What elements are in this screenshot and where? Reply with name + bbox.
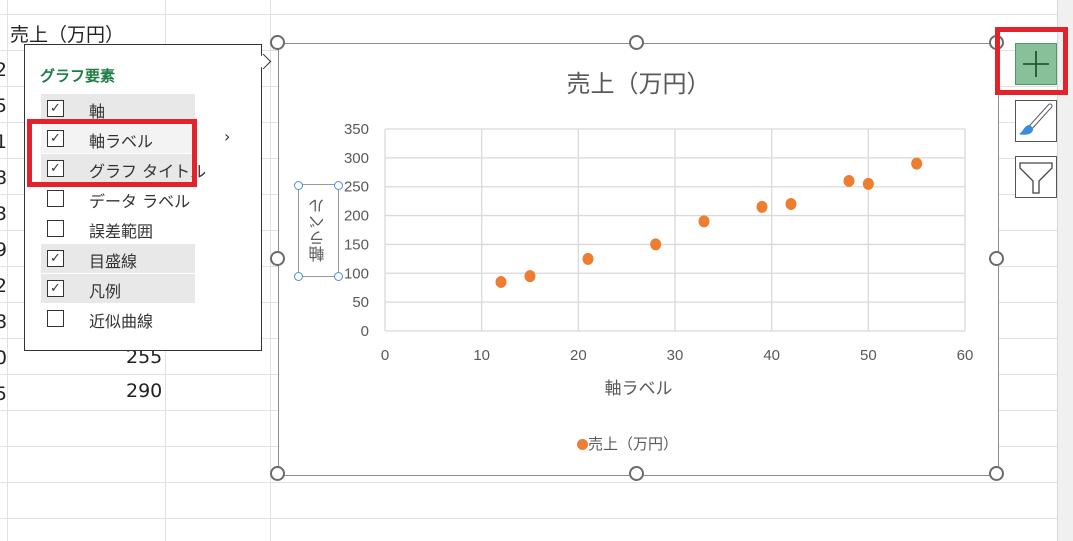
x-tick-label: 30 [667,347,684,364]
y-tick-label: 350 [344,121,369,138]
cell-value[interactable]: 255 [126,346,163,368]
resize-handle[interactable] [629,35,644,50]
resize-handle[interactable] [989,251,1004,266]
data-point [756,200,768,213]
label-handle[interactable] [334,272,343,281]
highlight-box [995,27,1068,95]
cell-value[interactable]: 15 [0,95,7,117]
row-line [0,518,1057,519]
y-tick-label: 250 [344,179,369,196]
item-label: データ ラベル [89,192,191,211]
chart-area[interactable]: 0 10 20 30 40 50 60 0 50 100 150 200 250 300 350 売上（万円… [278,43,999,476]
checkbox[interactable]: ✓ [47,100,64,117]
item-label: 軸ラベル [89,132,154,151]
chart-element-item[interactable]: 誤差範囲 [41,214,195,243]
data-point [495,275,507,288]
y-tick-label: 300 [344,150,369,167]
column-line [270,0,271,541]
cell-value[interactable]: 39 [0,239,7,261]
scatter-plot: 0 10 20 30 40 50 60 0 50 100 150 200 250 300 350 [344,121,974,364]
item-label: 軸 [89,102,106,121]
column-line [7,0,8,541]
legend[interactable]: 売上（万円） [577,433,678,454]
x-tick-label: 10 [473,347,490,364]
checkbox[interactable]: ✓ [47,280,64,297]
y-tick-label: 200 [344,208,369,225]
legend-marker-icon [577,439,588,450]
y-axis-title: 軸ラベル [308,198,328,263]
data-point [862,177,874,190]
vertical-scrollbar[interactable] [1057,0,1073,541]
data-point [911,157,923,170]
popup-title: グラフ要素 [40,67,116,85]
cell-value[interactable]: 42 [0,275,7,297]
data-point [698,215,710,228]
item-label: 近似曲線 [89,312,154,331]
chart-element-item[interactable]: データ ラベル [41,184,195,213]
label-handle[interactable] [294,272,303,281]
chart-element-item[interactable]: ✓ 軸 [41,94,195,123]
y-axis-title-box[interactable]: 軸ラベル [298,184,339,277]
resize-handle[interactable] [989,466,1004,481]
checkbox[interactable]: ✓ [47,130,64,147]
checkbox[interactable] [47,190,64,207]
checkbox[interactable]: ✓ [47,250,64,267]
brush-icon [1019,103,1053,135]
cell-value[interactable]: 21 [0,131,7,153]
label-handle[interactable] [334,181,343,190]
chart-element-item[interactable]: ✓ 目盛線 [41,244,195,273]
cell-value[interactable]: 50 [0,347,7,369]
data-point [843,174,855,187]
x-tick-label: 20 [570,347,587,364]
x-axis-title[interactable]: 軸ラベル [604,379,673,399]
chart-element-item[interactable]: 近似曲線 [41,304,195,333]
y-tick-label: 150 [344,236,369,253]
resize-handle[interactable] [270,35,285,50]
row-line [0,14,1057,15]
legend-label: 売上（万円） [588,435,679,453]
item-label: 凡例 [89,282,122,301]
x-tick-label: 60 [957,347,974,364]
chart-title[interactable]: 売上（万円） [566,70,711,98]
cell-value[interactable]: 48 [0,311,7,333]
cell-value[interactable]: 290 [126,380,163,402]
chart-elements-popup: グラフ要素 ✓ 軸 ✓ 軸ラベル ✓ グラフ タイトル データ ラベル 誤差範囲 ✓ 目盛線 ✓ 凡例… [24,44,262,351]
header-cell[interactable]: 売上（万円） [10,24,125,46]
chevron-right-icon[interactable]: › [224,127,231,146]
item-label: 目盛線 [89,252,138,271]
y-tick-label: 50 [352,294,369,311]
x-tick-label: 0 [381,347,389,364]
chart-element-item[interactable]: ✓ 凡例 [41,274,195,303]
add-chart-element-button[interactable] [1015,43,1057,85]
label-handle[interactable] [294,181,303,190]
chart-filters-button[interactable] [1015,156,1057,198]
cell-value[interactable]: 33 [0,203,7,225]
resize-handle[interactable] [270,466,285,481]
chart-element-item[interactable]: ✓ 軸ラベル [41,124,195,153]
row-line [0,482,1057,483]
resize-handle[interactable] [629,466,644,481]
x-tick-label: 40 [763,347,780,364]
x-tick-label: 50 [860,347,877,364]
funnel-icon [1019,162,1053,194]
cell-value[interactable]: 12 [0,59,7,81]
cell-value[interactable]: 28 [0,167,7,189]
checkbox[interactable] [47,310,64,327]
cell-value[interactable]: 55 [0,383,7,405]
highlight-box [27,119,197,187]
y-tick-label: 0 [361,323,369,340]
item-label: グラフ タイトル [89,162,207,181]
y-tick-label: 100 [344,265,369,282]
chart-styles-button[interactable] [1015,100,1057,142]
checkbox[interactable]: ✓ [47,160,64,177]
data-point [785,198,797,211]
data-point [582,252,594,265]
chart-element-item[interactable]: ✓ グラフ タイトル [41,154,206,183]
checkbox[interactable] [47,220,64,237]
data-point [524,270,536,283]
plus-icon [1023,51,1049,77]
data-point [650,238,662,251]
resize-handle[interactable] [270,251,285,266]
item-label: 誤差範囲 [89,222,154,241]
